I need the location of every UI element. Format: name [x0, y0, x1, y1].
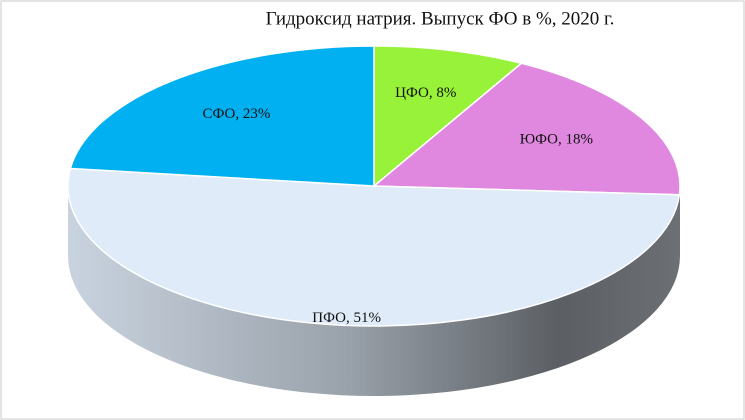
data-label: СФО, 23%	[202, 106, 270, 122]
pie-side	[68, 186, 680, 396]
pie-slice	[371, 62, 681, 196]
data-label: ЮФО, 18%	[520, 132, 593, 148]
pie-slice	[69, 45, 375, 187]
data-label: ПФО, 51%	[312, 310, 381, 326]
data-label: ЦФО, 8%	[395, 85, 456, 101]
pie-slice	[373, 45, 524, 188]
chart-title: Гидроксид натрия. Выпуск ФО в %, 2020 г.	[266, 8, 615, 29]
pie-slice	[67, 167, 681, 327]
